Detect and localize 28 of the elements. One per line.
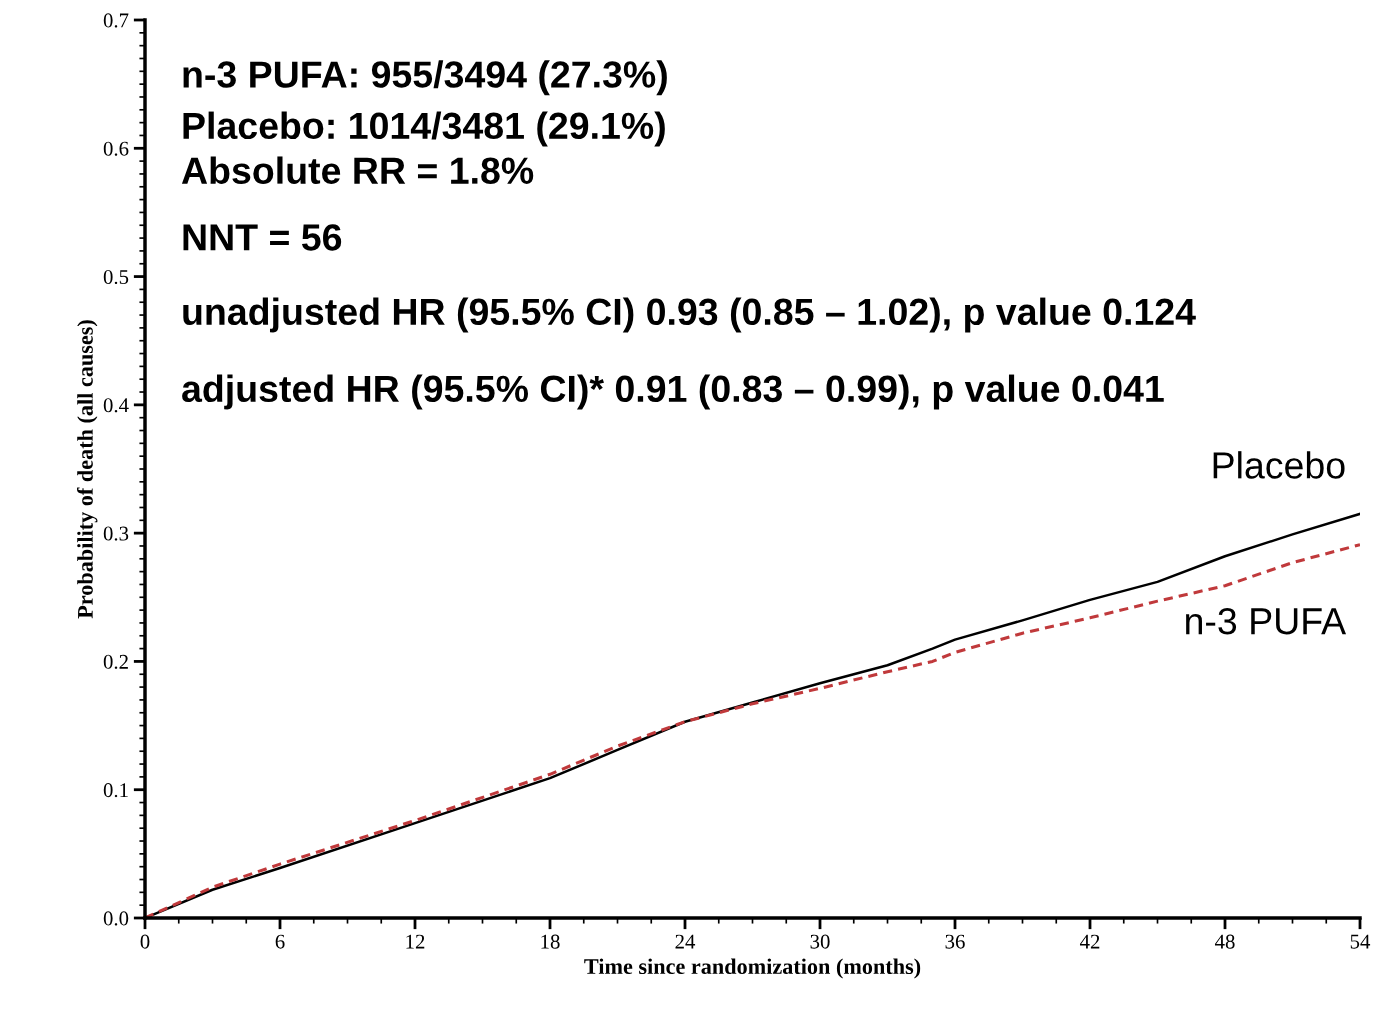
y-tick-label: 0.4 <box>103 398 129 413</box>
annotation: Placebo: 1014/3481 (29.1%) <box>183 111 665 147</box>
y-tick-label: 0.2 <box>103 654 128 669</box>
x-tick-label: 30 <box>810 934 830 949</box>
y-tick-label: 0.5 <box>103 269 129 285</box>
annotation: Absolute RR = 1.8% <box>181 156 534 185</box>
x-axis-title: Time since randomization (months) <box>584 958 921 979</box>
y-axis-title: Probability of death (all causes) <box>76 320 98 619</box>
x-tick-label: 18 <box>541 934 560 949</box>
y-tick-label: 0.7 <box>103 13 129 28</box>
annotation: adjusted HR (95.5% CI)* 0.91 (0.83 – 0.99), p value 0.041 <box>182 374 1164 410</box>
x-tick-label: 42 <box>1079 934 1100 949</box>
x-tick-label: 0 <box>140 934 150 949</box>
y-tick-label: 0.0 <box>103 911 129 926</box>
x-tick-label: 24 <box>675 934 696 949</box>
y-tick-label: 0.3 <box>103 526 129 541</box>
series-label: n-3 PUFA <box>1186 607 1347 635</box>
x-tick-label: 48 <box>1214 934 1235 949</box>
x-tick-label: 36 <box>945 934 965 949</box>
y-tick-label: 0.1 <box>103 783 128 798</box>
annotation: unadjusted HR (95.5% CI) 0.93 (0.85 – 1.02), p value 0.124 <box>183 297 1196 333</box>
x-tick-label: 6 <box>275 934 285 949</box>
y-tick-label: 0.6 <box>103 141 129 156</box>
series-label: Placebo <box>1213 451 1345 479</box>
x-tick-label: 54 <box>1350 934 1371 949</box>
x-tick-label: 12 <box>406 934 425 949</box>
annotation: NNT = 56 <box>183 224 342 251</box>
annotation: n-3 PUFA: 955/3494 (27.3%) <box>183 60 667 96</box>
